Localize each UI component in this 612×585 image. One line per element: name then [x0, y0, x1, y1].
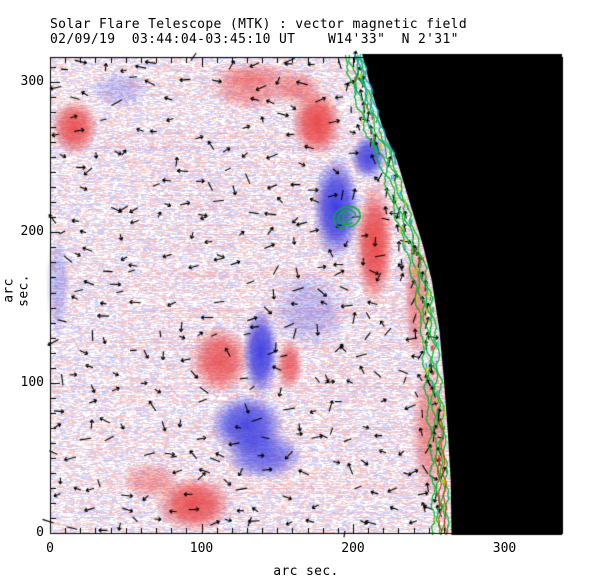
plot-subtitle: 02/09/19 03:44:04-03:45:10 UT W14'33" N …: [50, 32, 459, 47]
y-tick-label: 0: [36, 525, 44, 540]
x-tick-label: 200: [341, 541, 365, 556]
y-tick-label: 300: [20, 74, 44, 90]
x-tick-label: 100: [189, 541, 214, 556]
x-axis-label: arc sec.: [273, 564, 339, 579]
plot-title: Solar Flare Telescope (MTK) : vector mag…: [50, 17, 468, 32]
x-tick-label: 0: [46, 541, 54, 556]
y-axis-label: arc sec.: [1, 274, 32, 307]
x-tick-label: 300: [492, 541, 517, 556]
y-tick-label: 100: [20, 374, 44, 390]
y-tick-label: 200: [20, 224, 44, 240]
